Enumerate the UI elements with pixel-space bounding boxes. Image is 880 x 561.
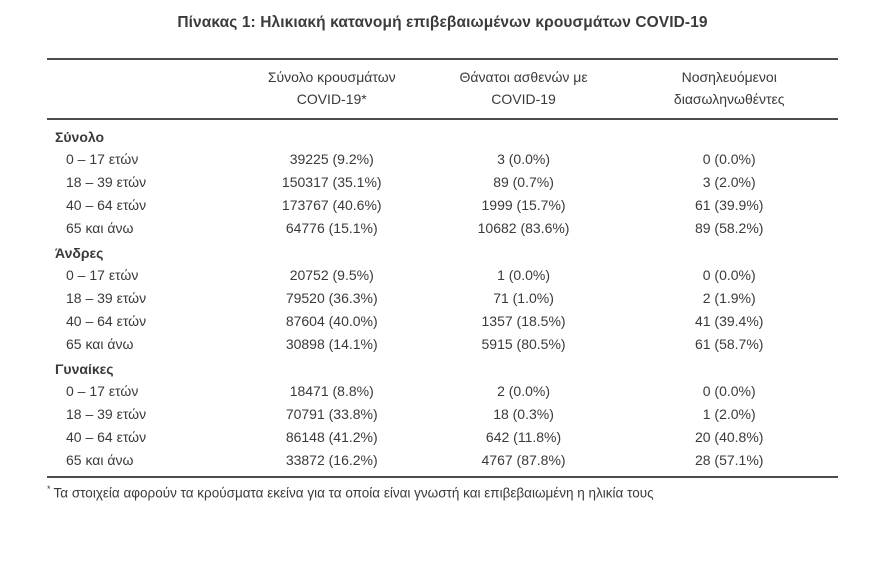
intubated-value: 89 (58.2%) — [694, 219, 764, 236]
cases-value: 20752 (9.5%) — [289, 266, 374, 283]
table-footnote: * Τα στοιχεία αφορούν τα κρούσματα εκείνα… — [47, 484, 838, 502]
table-row: 65 και άνω 64776 (15.1%) 10682 (83.6%) 8… — [47, 216, 838, 239]
header-intubated: Νοσηλευόμενοι διασωληνωθέντες — [620, 59, 838, 119]
age-group-label: 0 – 17 ετών — [66, 150, 139, 167]
footnote-asterisk: * — [47, 483, 51, 494]
intubated-value: 3 (2.0%) — [702, 173, 756, 190]
table-header: Σύνολο κρουσμάτων COVID-19* Θάνατοι ασθε… — [47, 59, 838, 120]
cases-value: 30898 (14.1%) — [285, 335, 378, 352]
intubated-value: 20 (40.8%) — [694, 428, 764, 445]
age-group-label: 18 – 39 ετών — [66, 173, 147, 190]
cases-value: 64776 (15.1%) — [285, 219, 378, 236]
intubated-value: 61 (39.9%) — [694, 196, 764, 213]
section-label: Άνδρες — [55, 245, 104, 262]
table-row: 0 – 17 ετών 39225 (9.2%) 3 (0.0%) 0 (0.0… — [47, 147, 838, 170]
deaths-value: 1357 (18.5%) — [481, 312, 566, 329]
table-row: 18 – 39 ετών 70791 (33.8%) 18 (0.3%) 1 (… — [47, 402, 838, 425]
header-deaths: Θάνατοι ασθενών με COVID-19 — [427, 59, 621, 119]
deaths-value: 1999 (15.7%) — [481, 196, 566, 213]
footnote-text: Τα στοιχεία αφορούν τα κρούσματα εκείνα … — [53, 485, 654, 501]
deaths-value: 71 (1.0%) — [493, 289, 554, 306]
table-row: 40 – 64 ετών 87604 (40.0%) 1357 (18.5%) … — [47, 309, 838, 332]
age-group-label: 18 – 39 ετών — [66, 289, 147, 306]
covid-age-distribution-table: Σύνολο κρουσμάτων COVID-19* Θάνατοι ασθε… — [47, 58, 838, 478]
table-row: 18 – 39 ετών 79520 (36.3%) 71 (1.0%) 2 (… — [47, 286, 838, 309]
header-intubated-line1: Νοσηλευόμενοι — [681, 69, 777, 85]
section-header-total: Σύνολο — [47, 119, 838, 147]
deaths-value: 5915 (80.5%) — [481, 335, 566, 352]
intubated-value: 0 (0.0%) — [702, 150, 756, 167]
header-total-cases-line2: COVID-19* — [296, 90, 367, 107]
cases-value: 18471 (8.8%) — [289, 382, 374, 399]
table-row: 40 – 64 ετών 173767 (40.6%) 1999 (15.7%)… — [47, 193, 838, 216]
table-row: 65 και άνω 30898 (14.1%) 5915 (80.5%) 61… — [47, 332, 838, 355]
header-deaths-line1: Θάνατοι ασθενών με — [459, 69, 588, 85]
deaths-value: 1 (0.0%) — [497, 266, 550, 283]
intubated-value: 0 (0.0%) — [702, 266, 756, 283]
table-row: 65 και άνω 33872 (16.2%) 4767 (87.8%) 28… — [47, 448, 838, 477]
header-empty — [47, 59, 237, 119]
deaths-value: 10682 (83.6%) — [477, 219, 570, 236]
deaths-value: 3 (0.0%) — [497, 150, 550, 167]
table-row: 18 – 39 ετών 150317 (35.1%) 89 (0.7%) 3 … — [47, 170, 838, 193]
deaths-value: 642 (11.8%) — [485, 428, 562, 445]
document-page: Πίνακας 1: Ηλικιακή κατανομή επιβεβαιωμέ… — [0, 14, 880, 561]
intubated-value: 2 (1.9%) — [702, 289, 756, 306]
age-group-label: 0 – 17 ετών — [66, 266, 139, 283]
age-group-label: 40 – 64 ετών — [66, 196, 147, 213]
age-group-label: 0 – 17 ετών — [66, 382, 139, 399]
age-group-label: 40 – 64 ετών — [66, 428, 147, 445]
age-group-label: 65 και άνω — [66, 451, 134, 468]
cases-value: 70791 (33.8%) — [285, 405, 378, 422]
cases-value: 173767 (40.6%) — [281, 196, 382, 213]
intubated-value: 28 (57.1%) — [694, 451, 764, 468]
age-group-label: 65 και άνω — [66, 219, 134, 236]
table-body: Σύνολο 0 – 17 ετών 39225 (9.2%) 3 (0.0%)… — [47, 119, 838, 477]
table-title: Πίνακας 1: Ηλικιακή κατανομή επιβεβαιωμέ… — [177, 14, 708, 31]
intubated-value: 0 (0.0%) — [702, 382, 756, 399]
section-label: Σύνολο — [55, 129, 105, 146]
cases-value: 150317 (35.1%) — [281, 173, 382, 190]
deaths-value: 89 (0.7%) — [493, 173, 554, 190]
header-row: Σύνολο κρουσμάτων COVID-19* Θάνατοι ασθε… — [47, 59, 838, 120]
deaths-value: 2 (0.0%) — [497, 382, 550, 399]
age-group-label: 18 – 39 ετών — [66, 405, 147, 422]
header-intubated-line2: διασωληνωθέντες — [673, 90, 785, 107]
table-row: 0 – 17 ετών 20752 (9.5%) 1 (0.0%) 0 (0.0… — [47, 263, 838, 286]
table-row: 40 – 64 ετών 86148 (41.2%) 642 (11.8%) 2… — [47, 425, 838, 448]
header-total-cases-line1: Σύνολο κρουσμάτων — [267, 69, 396, 85]
age-group-label: 65 και άνω — [66, 335, 134, 352]
cases-value: 79520 (36.3%) — [285, 289, 378, 306]
deaths-value: 4767 (87.8%) — [481, 451, 566, 468]
section-header-women: Γυναίκες — [47, 355, 838, 379]
header-total-cases: Σύνολο κρουσμάτων COVID-19* — [237, 59, 427, 119]
deaths-value: 18 (0.3%) — [493, 405, 554, 422]
table-row: 0 – 17 ετών 18471 (8.8%) 2 (0.0%) 0 (0.0… — [47, 379, 838, 402]
header-deaths-line2: COVID-19 — [491, 90, 556, 107]
intubated-value: 1 (2.0%) — [702, 405, 756, 422]
section-label: Γυναίκες — [55, 361, 114, 378]
cases-value: 87604 (40.0%) — [285, 312, 378, 329]
age-group-label: 40 – 64 ετών — [66, 312, 147, 329]
intubated-value: 41 (39.4%) — [694, 312, 764, 329]
section-header-men: Άνδρες — [47, 239, 838, 263]
cases-value: 86148 (41.2%) — [285, 428, 378, 445]
intubated-value: 61 (58.7%) — [694, 335, 764, 352]
cases-value: 33872 (16.2%) — [285, 451, 378, 468]
cases-value: 39225 (9.2%) — [289, 150, 374, 167]
